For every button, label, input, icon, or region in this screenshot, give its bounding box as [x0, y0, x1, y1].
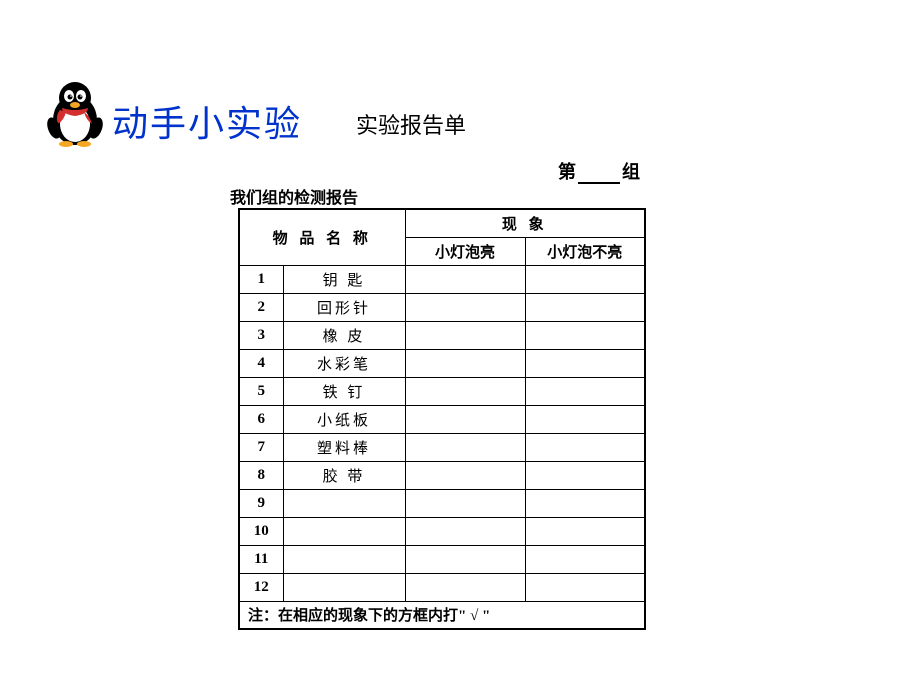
row-item-name — [283, 545, 405, 573]
report-table-wrap: 物 品 名 称 现 象 小灯泡亮 小灯泡不亮 1钥 匙2回形针3橡 皮4水彩笔5… — [238, 208, 646, 630]
row-item-name: 橡 皮 — [283, 321, 405, 349]
table-row: 12 — [239, 573, 645, 601]
cell-light-off[interactable] — [525, 293, 645, 321]
report-table: 物 品 名 称 现 象 小灯泡亮 小灯泡不亮 1钥 匙2回形针3橡 皮4水彩笔5… — [238, 208, 646, 630]
cell-light-off[interactable] — [525, 265, 645, 293]
th-phenomenon: 现 象 — [405, 209, 645, 237]
cell-light-off[interactable] — [525, 545, 645, 573]
table-row: 11 — [239, 545, 645, 573]
row-item-name: 水彩笔 — [283, 349, 405, 377]
group-prefix: 第 — [558, 162, 576, 182]
cell-light-on[interactable] — [405, 545, 525, 573]
table-row: 7塑料棒 — [239, 433, 645, 461]
th-light-off: 小灯泡不亮 — [525, 237, 645, 265]
table-row: 6小纸板 — [239, 405, 645, 433]
row-item-name: 塑料棒 — [283, 433, 405, 461]
row-number: 6 — [239, 405, 283, 433]
cell-light-off[interactable] — [525, 517, 645, 545]
table-row: 5铁 钉 — [239, 377, 645, 405]
row-item-name — [283, 573, 405, 601]
row-item-name — [283, 489, 405, 517]
th-light-on: 小灯泡亮 — [405, 237, 525, 265]
cell-light-on[interactable] — [405, 321, 525, 349]
row-number: 1 — [239, 265, 283, 293]
cell-light-on[interactable] — [405, 433, 525, 461]
penguin-icon — [40, 78, 110, 148]
row-item-name: 小纸板 — [283, 405, 405, 433]
table-footer-note: 注：在相应的现象下的方框内打" √ " — [239, 601, 645, 629]
cell-light-on[interactable] — [405, 573, 525, 601]
cell-light-on[interactable] — [405, 517, 525, 545]
table-row: 4水彩笔 — [239, 349, 645, 377]
table-row: 2回形针 — [239, 293, 645, 321]
row-item-name — [283, 517, 405, 545]
row-number: 9 — [239, 489, 283, 517]
row-item-name: 铁 钉 — [283, 377, 405, 405]
row-number: 11 — [239, 545, 283, 573]
main-title: 动手小实验 — [112, 95, 302, 147]
cell-light-off[interactable] — [525, 573, 645, 601]
cell-light-off[interactable] — [525, 321, 645, 349]
group-blank[interactable] — [578, 166, 620, 184]
row-item-name: 胶 带 — [283, 461, 405, 489]
cell-light-off[interactable] — [525, 489, 645, 517]
table-row: 3橡 皮 — [239, 321, 645, 349]
cell-light-on[interactable] — [405, 405, 525, 433]
table-row: 1钥 匙 — [239, 265, 645, 293]
cell-light-off[interactable] — [525, 377, 645, 405]
row-number: 4 — [239, 349, 283, 377]
group-suffix: 组 — [622, 162, 640, 182]
cell-light-on[interactable] — [405, 489, 525, 517]
th-item-name: 物 品 名 称 — [239, 209, 405, 265]
row-number: 10 — [239, 517, 283, 545]
group-number-line: 第组 — [558, 158, 640, 184]
table-row: 9 — [239, 489, 645, 517]
cell-light-on[interactable] — [405, 461, 525, 489]
cell-light-off[interactable] — [525, 461, 645, 489]
cell-light-off[interactable] — [525, 349, 645, 377]
cell-light-on[interactable] — [405, 293, 525, 321]
table-row: 8胶 带 — [239, 461, 645, 489]
cell-light-off[interactable] — [525, 433, 645, 461]
row-number: 3 — [239, 321, 283, 349]
cell-light-off[interactable] — [525, 405, 645, 433]
row-number: 7 — [239, 433, 283, 461]
row-number: 5 — [239, 377, 283, 405]
row-number: 2 — [239, 293, 283, 321]
report-label: 我们组的检测报告 — [230, 184, 358, 208]
cell-light-on[interactable] — [405, 349, 525, 377]
row-number: 8 — [239, 461, 283, 489]
row-number: 12 — [239, 573, 283, 601]
table-row: 10 — [239, 517, 645, 545]
cell-light-on[interactable] — [405, 265, 525, 293]
sub-title: 实验报告单 — [356, 108, 466, 140]
row-item-name: 回形针 — [283, 293, 405, 321]
cell-light-on[interactable] — [405, 377, 525, 405]
row-item-name: 钥 匙 — [283, 265, 405, 293]
